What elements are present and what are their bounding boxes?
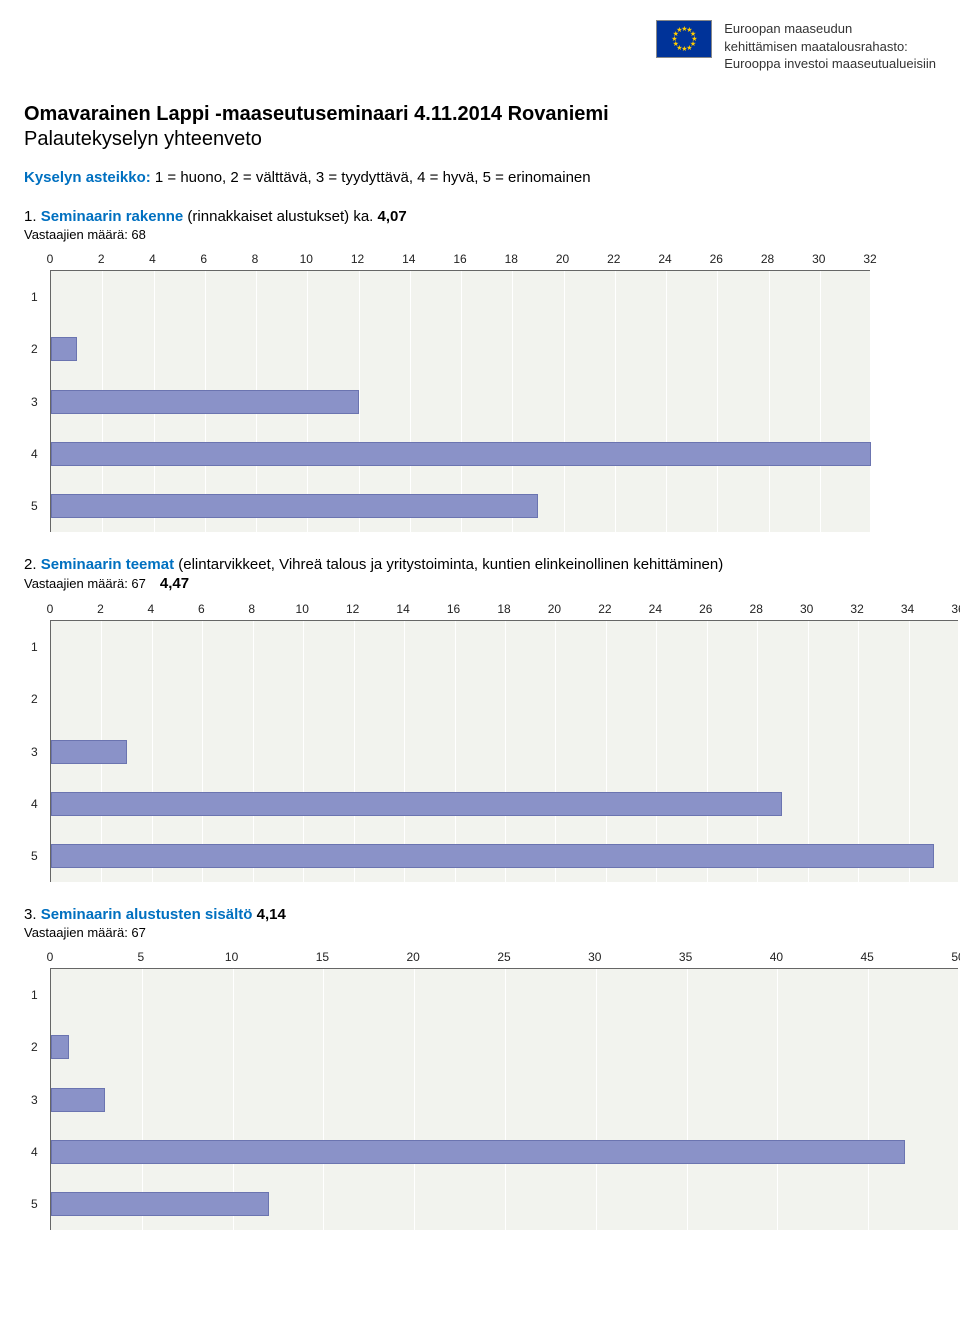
x-tick: 20 <box>407 950 420 964</box>
x-tick: 0 <box>47 950 54 964</box>
y-tick: 1 <box>31 640 38 654</box>
y-tick: 2 <box>31 692 38 706</box>
chart-count: Vastaajien määrä: 674,47 <box>24 575 936 592</box>
x-tick: 32 <box>850 602 863 616</box>
x-tick: 22 <box>598 602 611 616</box>
x-tick: 34 <box>901 602 914 616</box>
x-tick: 2 <box>97 602 104 616</box>
x-tick: 4 <box>148 602 155 616</box>
x-tick: 18 <box>505 252 518 266</box>
bar <box>51 844 934 868</box>
x-tick: 0 <box>47 602 54 616</box>
bar <box>51 442 871 466</box>
y-tick: 3 <box>31 745 38 759</box>
x-tick: 28 <box>750 602 763 616</box>
x-tick: 8 <box>252 252 259 266</box>
page-title: Omavarainen Lappi -maaseutuseminaari 4.1… <box>24 103 936 126</box>
chart-count: Vastaajien määrä: 68 <box>24 227 936 242</box>
logo-line: kehittämisen maatalousrahasto: <box>724 38 936 56</box>
scale-rest: 1 = huono, 2 = välttävä, 3 = tyydyttävä,… <box>151 169 591 186</box>
page-subtitle: Palautekyselyn yhteenveto <box>24 128 936 151</box>
x-tick: 12 <box>351 252 364 266</box>
x-tick: 10 <box>300 252 313 266</box>
chart-count: Vastaajien määrä: 67 <box>24 925 936 940</box>
x-tick: 20 <box>548 602 561 616</box>
eu-logo-text: Euroopan maaseudun kehittämisen maatalou… <box>724 20 936 73</box>
x-tick: 22 <box>607 252 620 266</box>
y-tick: 2 <box>31 1040 38 1054</box>
x-tick: 36 <box>951 602 960 616</box>
x-tick: 10 <box>296 602 309 616</box>
bar <box>51 1035 69 1059</box>
scale-prefix: Kyselyn asteikko: <box>24 169 151 186</box>
x-tick: 8 <box>248 602 255 616</box>
bar <box>51 1140 905 1164</box>
scale-legend: Kyselyn asteikko: 1 = huono, 2 = välttäv… <box>24 169 936 186</box>
bar <box>51 494 538 518</box>
y-tick: 1 <box>31 290 38 304</box>
bar <box>51 337 77 361</box>
chart-heading: 3. Seminaarin alustusten sisältö 4,14 <box>24 906 936 923</box>
y-tick: 5 <box>31 1197 38 1211</box>
y-tick: 3 <box>31 395 38 409</box>
x-tick: 14 <box>396 602 409 616</box>
chart-heading: 1. Seminaarin rakenne (rinnakkaiset alus… <box>24 208 936 225</box>
bar <box>51 1088 105 1112</box>
x-tick: 30 <box>800 602 813 616</box>
x-tick: 28 <box>761 252 774 266</box>
chart-heading: 2. Seminaarin teemat (elintarvikkeet, Vi… <box>24 556 936 573</box>
x-tick: 5 <box>137 950 144 964</box>
hbar-chart: 0510152025303540455012345 <box>24 950 936 1230</box>
y-tick: 4 <box>31 1145 38 1159</box>
x-tick: 10 <box>225 950 238 964</box>
bar <box>51 792 782 816</box>
bar <box>51 390 359 414</box>
y-tick: 4 <box>31 797 38 811</box>
x-tick: 26 <box>699 602 712 616</box>
x-tick: 20 <box>556 252 569 266</box>
bar <box>51 1192 269 1216</box>
x-tick: 6 <box>200 252 207 266</box>
bar <box>51 740 127 764</box>
x-tick: 35 <box>679 950 692 964</box>
y-tick: 4 <box>31 447 38 461</box>
hbar-chart: 02468101214161820222426283032343612345 <box>24 602 936 882</box>
x-tick: 15 <box>316 950 329 964</box>
x-tick: 30 <box>812 252 825 266</box>
x-tick: 30 <box>588 950 601 964</box>
x-tick: 24 <box>649 602 662 616</box>
x-tick: 2 <box>98 252 105 266</box>
x-tick: 32 <box>863 252 876 266</box>
x-tick: 14 <box>402 252 415 266</box>
x-tick: 0 <box>47 252 54 266</box>
x-tick: 25 <box>497 950 510 964</box>
x-tick: 12 <box>346 602 359 616</box>
x-tick: 6 <box>198 602 205 616</box>
x-tick: 4 <box>149 252 156 266</box>
y-tick: 1 <box>31 988 38 1002</box>
x-tick: 45 <box>861 950 874 964</box>
eu-flag-icon: ★★★★★★★★★★★★ <box>656 20 712 58</box>
x-tick: 26 <box>710 252 723 266</box>
logo-line: Eurooppa investoi maaseutualueisiin <box>724 55 936 73</box>
x-tick: 18 <box>497 602 510 616</box>
logo-line: Euroopan maaseudun <box>724 20 936 38</box>
y-tick: 2 <box>31 342 38 356</box>
x-tick: 16 <box>447 602 460 616</box>
y-tick: 3 <box>31 1093 38 1107</box>
x-tick: 40 <box>770 950 783 964</box>
y-tick: 5 <box>31 499 38 513</box>
x-tick: 16 <box>453 252 466 266</box>
x-tick: 24 <box>658 252 671 266</box>
hbar-chart: 0246810121416182022242628303212345 <box>24 252 936 532</box>
eu-logo-block: ★★★★★★★★★★★★ Euroopan maaseudun kehittäm… <box>24 20 936 73</box>
x-tick: 50 <box>951 950 960 964</box>
y-tick: 5 <box>31 849 38 863</box>
